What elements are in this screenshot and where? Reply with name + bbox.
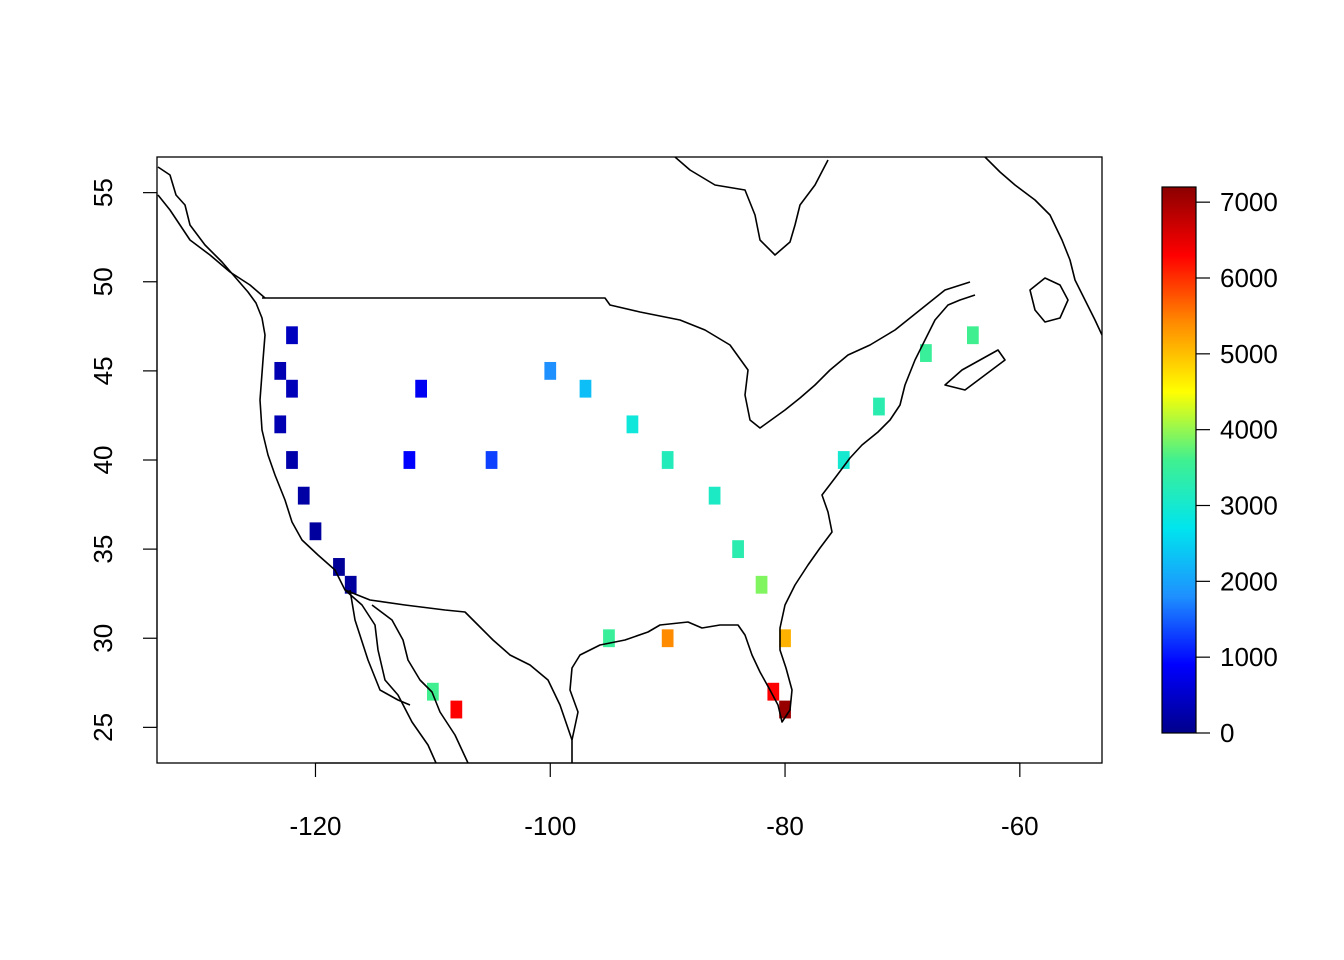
coastline-pacific [157,166,437,763]
colorbar-tick-label: 7000 [1220,187,1278,217]
heatmap-cell [450,700,463,719]
heatmap-cell [333,558,345,576]
x-axis: -120 -100 -80 -60 [289,762,1039,841]
coastline-newfoundland [1029,277,1069,323]
colorbar-tick-label: 4000 [1220,415,1278,445]
colorbar-tick-label: 1000 [1220,642,1278,672]
heatmap-cell [485,451,498,469]
coastline-hudson [674,157,829,256]
heatmap-cell [427,682,439,701]
heatmap-cell [661,451,674,469]
coastline-layer [157,157,1102,763]
coastline-gulf-mexico [569,294,976,763]
heatmap-cell [755,575,768,594]
heatmap-cell [297,486,310,505]
colorbar-tick-label: 2000 [1220,566,1278,596]
colorbar-tick-label: 3000 [1220,491,1278,521]
heatmap-cell [967,326,979,345]
heatmap-cell [344,575,357,594]
coastline-nova-scotia [944,349,1006,391]
y-tick-label: 55 [88,178,118,207]
y-tick-label: 40 [88,446,118,475]
colorbar-tick-label: 5000 [1220,339,1278,369]
colorbar-tick-label: 6000 [1220,263,1278,293]
colorbar: 0 1000 2000 3000 4000 5000 6000 7000 [1161,186,1278,748]
y-axis: 25 30 35 40 45 50 55 [88,178,158,742]
heatmap-cell [920,344,932,362]
heatmap-cell [626,415,639,434]
x-tick-label: -120 [289,811,341,841]
heatmap-cell [309,522,322,541]
colorbar-ramp [1161,186,1197,734]
x-tick-label: -100 [524,811,576,841]
coastline-bc-islands [157,194,266,299]
y-tick-label: 50 [88,267,118,296]
heatmap-cell [274,361,287,380]
y-tick-label: 25 [88,713,118,742]
heatmap-cell [579,379,592,398]
heatmap-cell [603,629,615,648]
coastline-labrador [984,157,1102,336]
border-us-mexico [344,589,573,741]
y-tick-label: 35 [88,535,118,564]
plot-frame [156,156,1103,764]
heatmap-cell [274,415,287,434]
heatmap-cell [873,397,885,416]
heatmap-cell [779,629,791,648]
heatmap-cell [732,540,744,559]
heatmap-cell [837,451,850,469]
heatmap-cells [274,326,979,719]
heatmap-cell [661,629,674,648]
heatmap-cell [544,361,557,380]
x-tick-label: -80 [766,811,804,841]
heatmap-cell [708,486,721,505]
colorbar-tick-label: 0 [1220,718,1234,748]
heatmap-cell [286,326,298,345]
heatmap-cell [286,379,298,398]
x-tick-label: -60 [1001,811,1039,841]
heatmap-cell [767,682,780,701]
border-us-canada [262,281,971,429]
heatmap-cell [415,379,427,398]
y-tick-label: 30 [88,624,118,653]
heatmap-cell [779,700,791,719]
heatmap-cell [403,451,416,469]
y-tick-label: 45 [88,356,118,385]
coastline-mexico-gulf-of-california [371,604,469,763]
coastline-baja [349,589,411,706]
heatmap-cell [286,451,298,469]
